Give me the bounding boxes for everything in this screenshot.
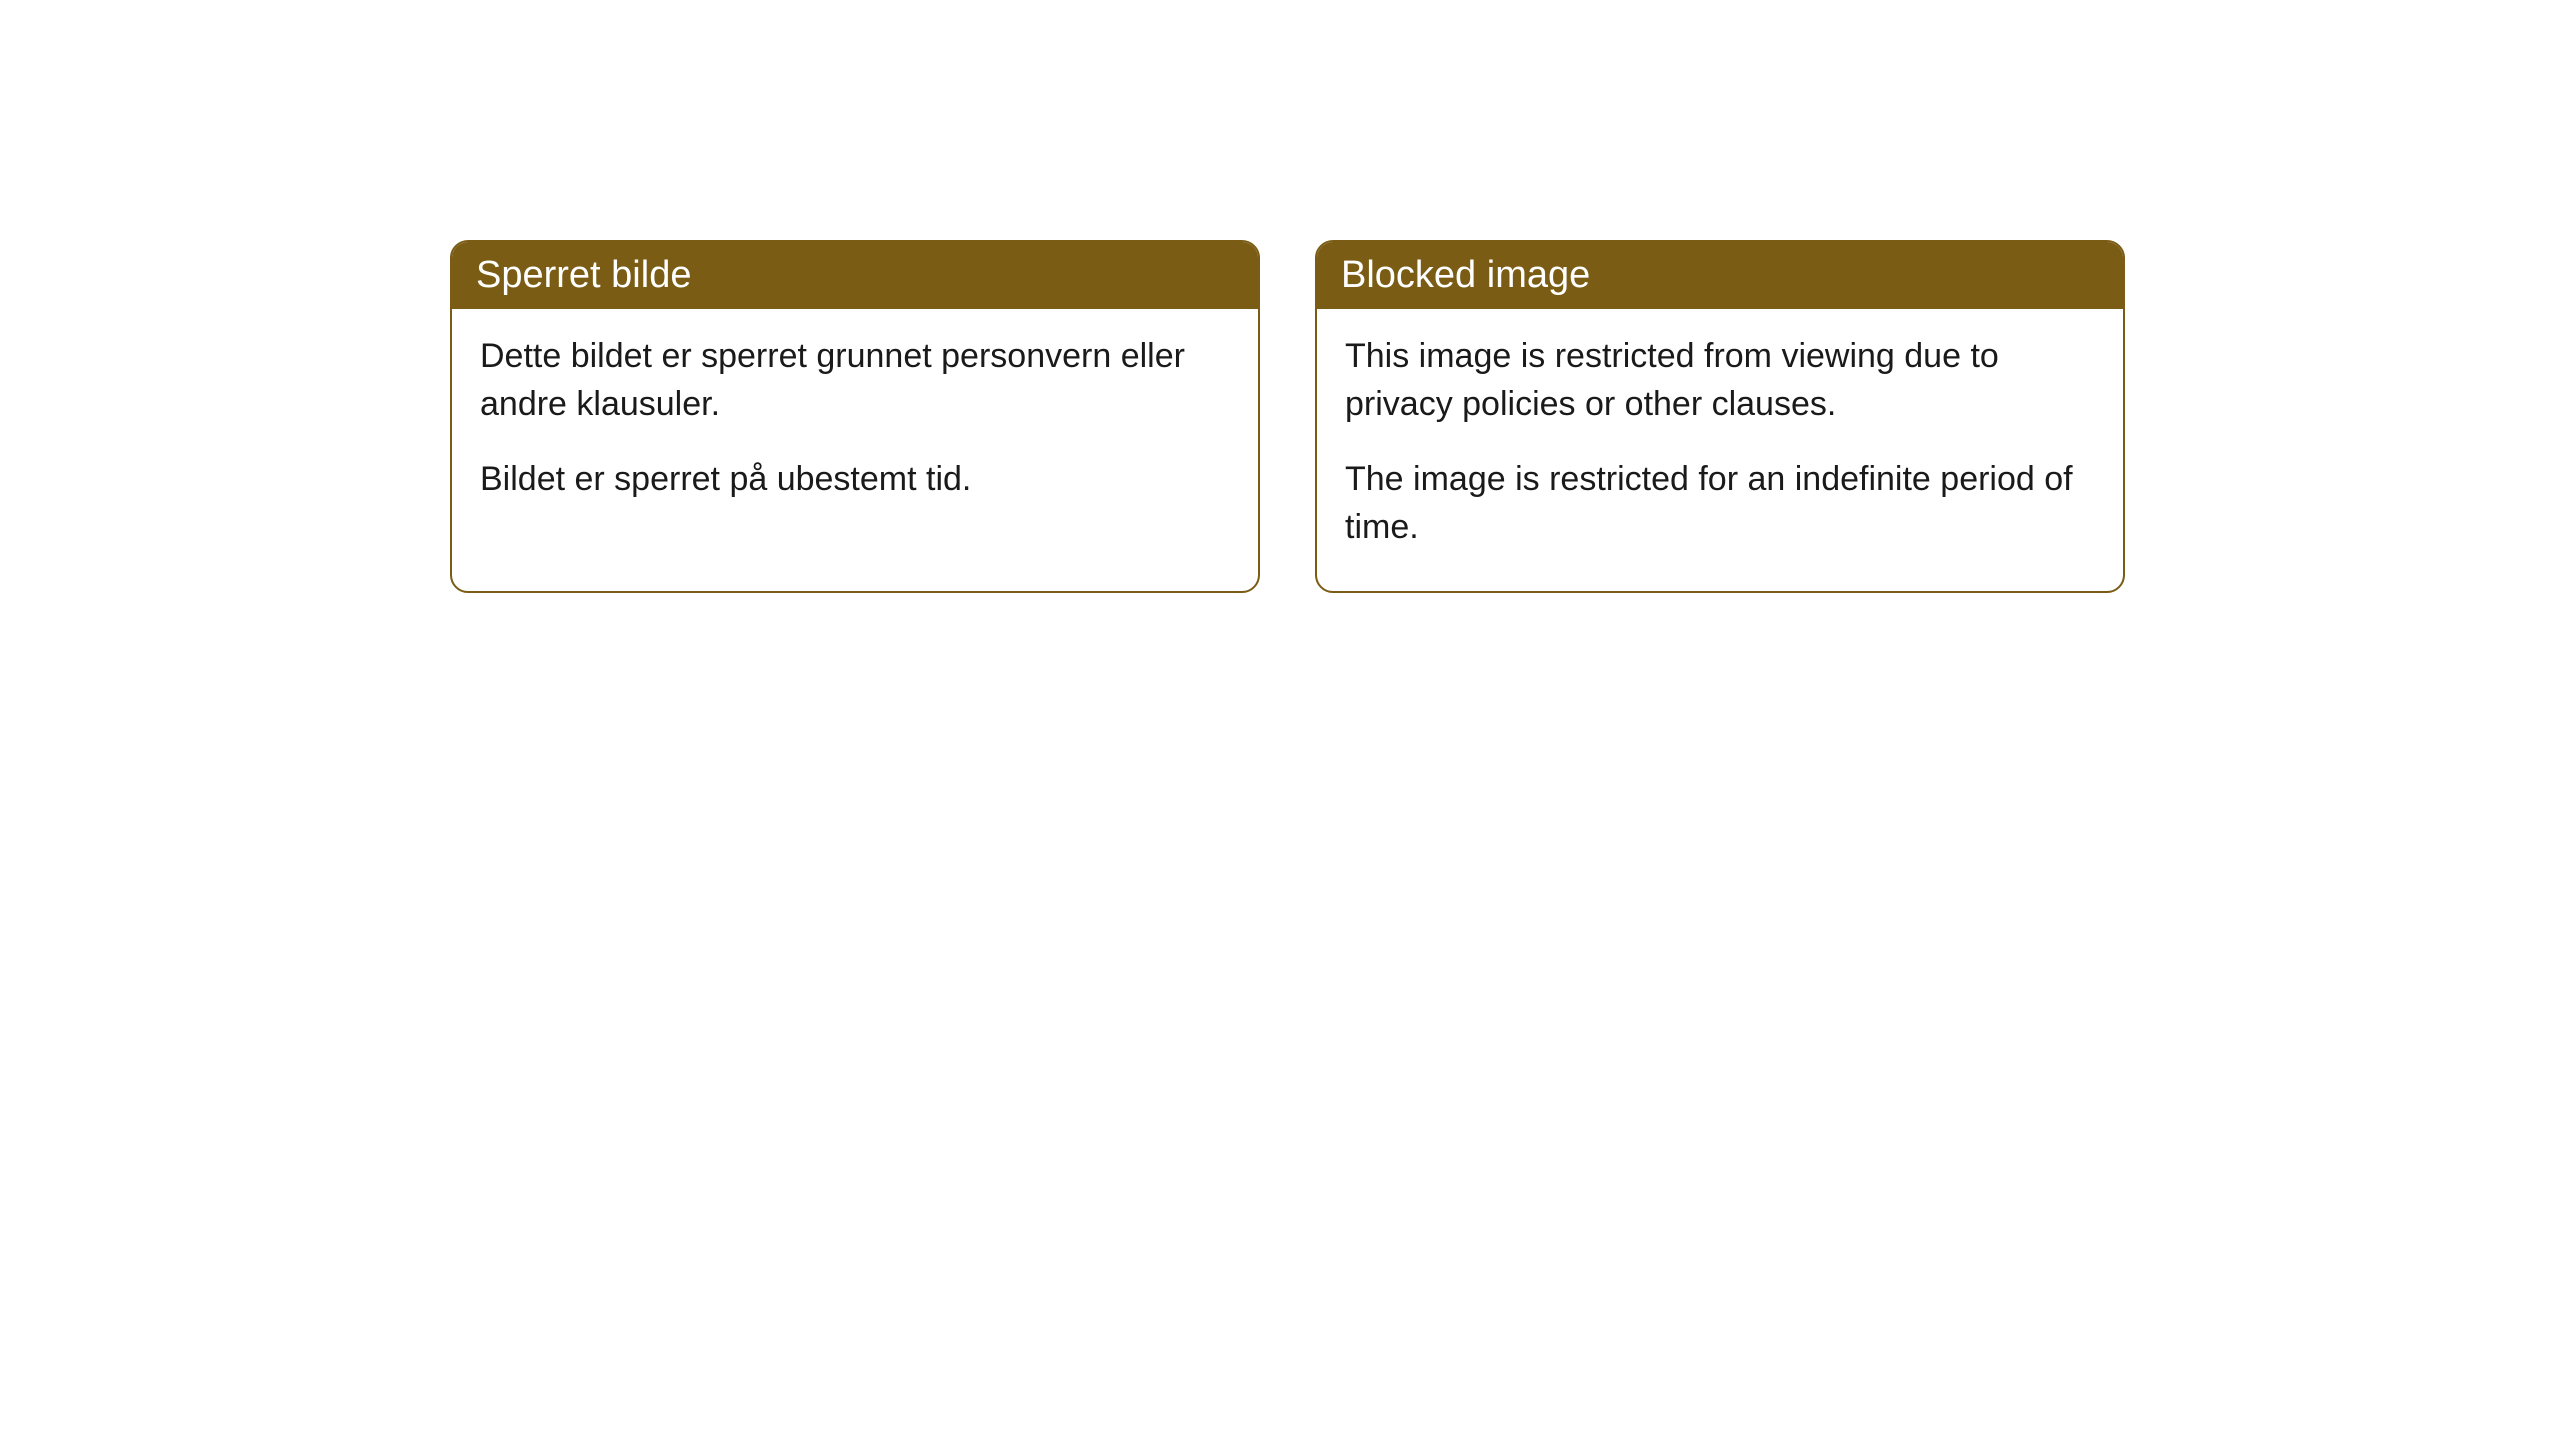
- card-paragraph-2: Bildet er sperret på ubestemt tid.: [480, 456, 1230, 504]
- card-paragraph-2: The image is restricted for an indefinit…: [1345, 456, 2095, 551]
- card-title: Blocked image: [1341, 254, 1590, 296]
- cards-container: Sperret bilde Dette bildet er sperret gr…: [0, 0, 2560, 593]
- card-body-norwegian: Dette bildet er sperret grunnet personve…: [452, 309, 1258, 544]
- card-paragraph-1: Dette bildet er sperret grunnet personve…: [480, 333, 1230, 428]
- card-title: Sperret bilde: [476, 254, 691, 296]
- card-body-english: This image is restricted from viewing du…: [1317, 309, 2123, 591]
- card-paragraph-1: This image is restricted from viewing du…: [1345, 333, 2095, 428]
- blocked-image-card-english: Blocked image This image is restricted f…: [1315, 240, 2125, 593]
- card-header-english: Blocked image: [1317, 242, 2123, 309]
- blocked-image-card-norwegian: Sperret bilde Dette bildet er sperret gr…: [450, 240, 1260, 593]
- card-header-norwegian: Sperret bilde: [452, 242, 1258, 309]
